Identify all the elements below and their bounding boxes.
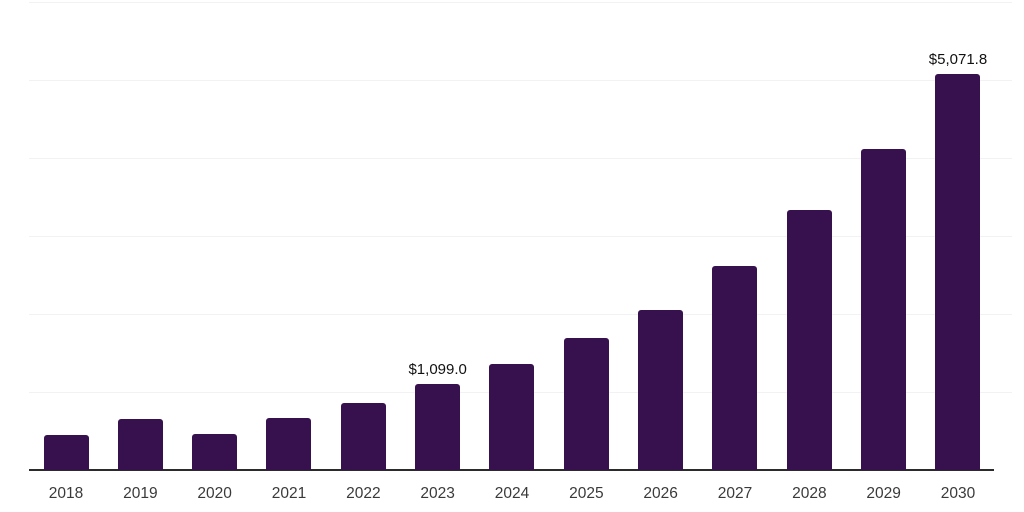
bar-2026 [638, 310, 684, 470]
x-axis-labels: 2018 2019 2020 2021 2022 2023 2024 2025 2026 2027… [29, 470, 1012, 512]
bar-2018 [43, 434, 89, 470]
x-tick-label-2029: 2029 [866, 485, 901, 502]
x-tick-label-2025: 2025 [569, 485, 604, 502]
bar-2022 [340, 402, 386, 470]
bar-2029 [861, 149, 907, 470]
x-tick-label-2019: 2019 [123, 485, 158, 502]
x-tick-label-2020: 2020 [197, 485, 232, 502]
gridline-2000 [29, 314, 1012, 315]
bar-2023 [415, 384, 461, 470]
bar-value-label-2023: $1,099.0 [408, 361, 467, 379]
bar-value-label-2030: $5,071.8 [928, 51, 988, 69]
bar-2028 [786, 209, 832, 470]
x-tick-label-2022: 2022 [346, 485, 381, 502]
x-tick-label-2027: 2027 [717, 485, 753, 502]
gridline-6000 [29, 2, 1012, 3]
x-tick-label-2018: 2018 [48, 485, 84, 502]
x-tick-label-2026: 2026 [643, 485, 678, 502]
bar-2020 [192, 434, 238, 470]
gridline-4000 [29, 158, 1012, 159]
bar-2030 [935, 74, 981, 470]
gridline-5000 [29, 80, 1012, 81]
plot-area: $1,099.0 $5,071.8 [29, 2, 1012, 471]
x-axis-line [29, 469, 994, 471]
x-tick-label-2028: 2028 [792, 485, 827, 502]
bar-2027 [712, 266, 758, 470]
x-tick-label-2024: 2024 [494, 485, 530, 502]
bar-2025 [563, 337, 609, 470]
bar-2019 [117, 418, 163, 470]
x-tick-label-2021: 2021 [271, 485, 307, 502]
bar-2021 [266, 418, 312, 470]
gridline-3000 [29, 236, 1012, 237]
bar-2024 [489, 363, 535, 470]
x-tick-label-2023: 2023 [420, 485, 455, 502]
x-tick-label-2030: 2030 [940, 485, 976, 502]
